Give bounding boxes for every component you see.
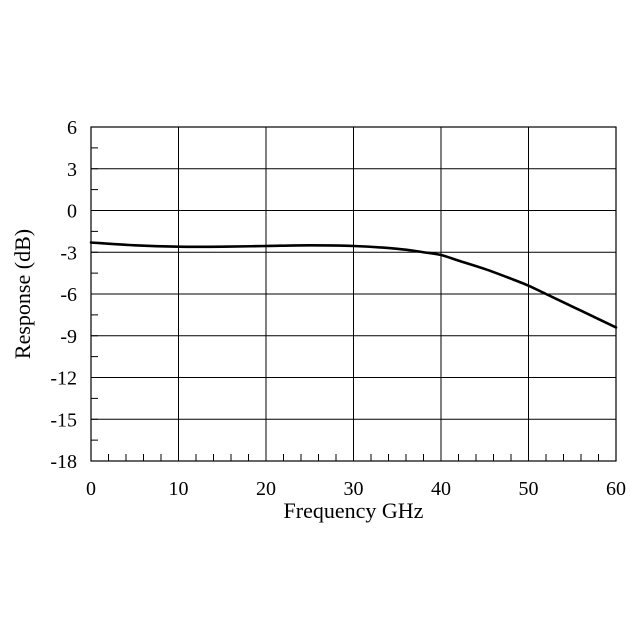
x-tick-label-5: 50 xyxy=(519,478,539,500)
x-tick-label-2: 20 xyxy=(256,478,276,500)
x-axis-label: Frequency GHz xyxy=(284,498,424,523)
x-tick-label-0: 0 xyxy=(86,478,96,500)
x-tick-label-4: 40 xyxy=(431,478,451,500)
y-tick-label-8: -18 xyxy=(50,451,77,473)
minor-ticks xyxy=(91,148,599,461)
y-tick-label-2: 0 xyxy=(67,201,77,223)
x-tick-labels: 0 10 20 30 40 50 60 xyxy=(86,478,626,500)
y-tick-label-3: -3 xyxy=(60,242,77,264)
y-tick-label-5: -9 xyxy=(60,326,77,348)
grid xyxy=(91,127,616,461)
x-tick-label-1: 10 xyxy=(169,478,189,500)
y-tick-label-7: -15 xyxy=(50,409,77,431)
y-axis-label: Response (dB) xyxy=(10,229,35,359)
y-tick-label-6: -12 xyxy=(50,368,77,390)
y-tick-label-4: -6 xyxy=(60,284,77,306)
y-tick-labels: 6 3 0 -3 -6 -9 -12 -15 -18 xyxy=(50,117,77,473)
y-tick-label-1: 3 xyxy=(67,159,77,181)
x-tick-label-3: 30 xyxy=(344,478,364,500)
x-tick-label-6: 60 xyxy=(606,478,626,500)
y-tick-label-0: 6 xyxy=(67,117,77,139)
